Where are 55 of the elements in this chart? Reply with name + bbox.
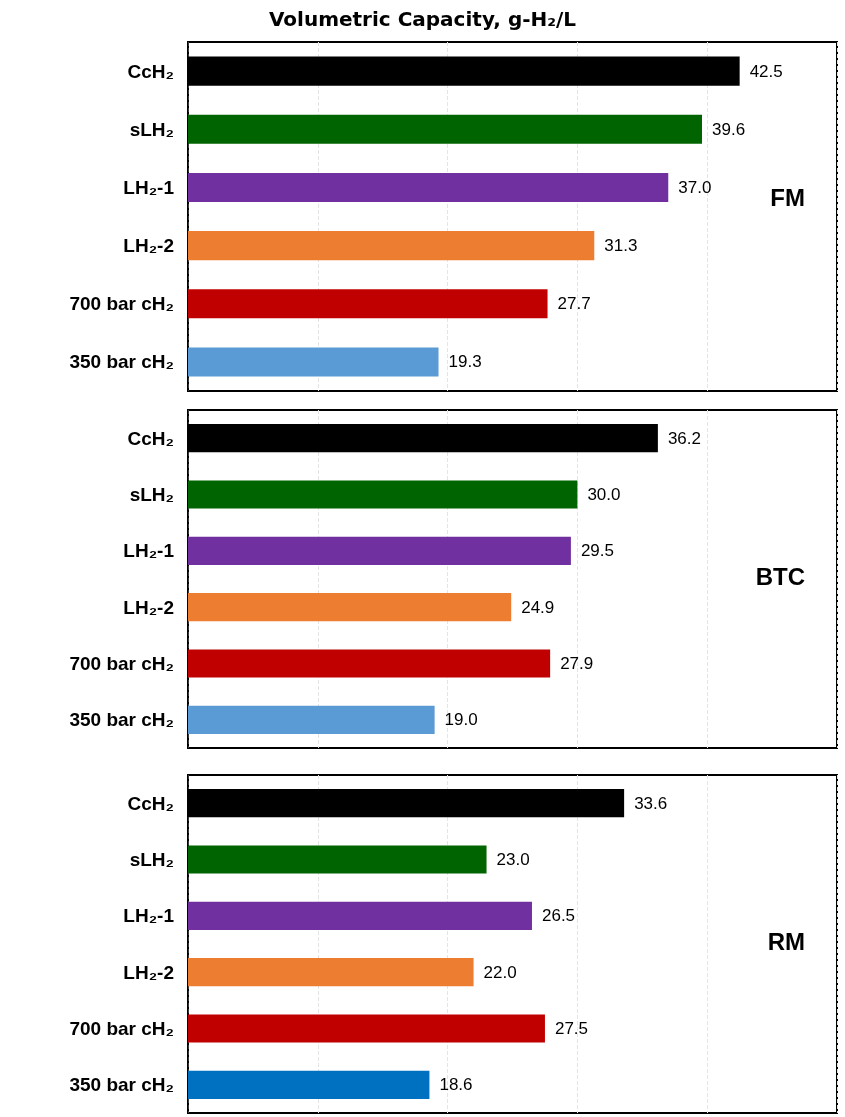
y-tick-label: 700 bar cH₂ [69, 293, 174, 315]
bar [188, 289, 548, 319]
data-label: 27.7 [557, 294, 591, 314]
y-tick-label: LH₂-2 [123, 596, 174, 618]
data-label: 22.0 [483, 962, 517, 982]
annotation: FM [770, 184, 805, 211]
data-label: 19.3 [448, 352, 482, 372]
data-label: 42.5 [749, 61, 783, 81]
bar [188, 1014, 545, 1043]
bar [188, 231, 595, 261]
y-tick-label: LH₂-1 [123, 176, 175, 198]
data-label: 27.5 [554, 1019, 589, 1038]
y-tick-label: CcH₂ [127, 60, 174, 82]
chart-title: Volumetric Capacity, g-H₂/L [268, 7, 577, 31]
bar [188, 845, 487, 874]
bar [188, 593, 512, 622]
bar [188, 705, 435, 734]
data-label: 27.9 [560, 654, 594, 673]
data-label: 31.3 [604, 236, 638, 256]
y-tick-label: LH₂-2 [123, 961, 174, 983]
data-label: 36.2 [667, 428, 701, 448]
y-tick-label: LH₂-1 [123, 905, 175, 927]
annotation: RM [767, 927, 805, 955]
annotation: BTC [755, 562, 805, 590]
data-label: 30.0 [587, 485, 621, 504]
data-label: 23.0 [496, 850, 530, 869]
y-tick-label: 350 bar cH₂ [69, 709, 174, 731]
y-tick-label: LH₂-1 [123, 540, 175, 562]
y-tick-label: CcH₂ [127, 792, 174, 814]
data-label: 26.5 [541, 906, 576, 926]
bar [188, 480, 578, 509]
bar [188, 347, 439, 377]
y-tick-label: 700 bar cH₂ [69, 1018, 174, 1039]
y-tick-label: CcH₂ [127, 427, 174, 449]
data-label: 39.6 [712, 119, 746, 139]
data-label: 19.0 [444, 710, 478, 730]
bar [188, 172, 669, 202]
data-label: 33.6 [634, 793, 668, 813]
bar [188, 536, 571, 565]
data-label: 18.6 [439, 1075, 473, 1095]
y-tick-label: 700 bar cH₂ [69, 653, 174, 674]
y-tick-label: 350 bar cH₂ [69, 351, 174, 373]
bar [188, 114, 703, 144]
y-tick-label: sLH₂ [129, 484, 174, 505]
data-label: 29.5 [580, 541, 614, 561]
bar [188, 958, 474, 987]
y-tick-label: LH₂-2 [123, 235, 174, 257]
data-label: 37.0 [678, 177, 712, 197]
bar [188, 649, 551, 678]
y-tick-label: sLH₂ [129, 849, 174, 870]
bar [188, 1070, 430, 1099]
y-tick-label: 350 bar cH₂ [69, 1074, 174, 1096]
y-tick-label: sLH₂ [129, 118, 174, 140]
bar [188, 901, 532, 930]
data-label: 24.9 [521, 597, 555, 617]
